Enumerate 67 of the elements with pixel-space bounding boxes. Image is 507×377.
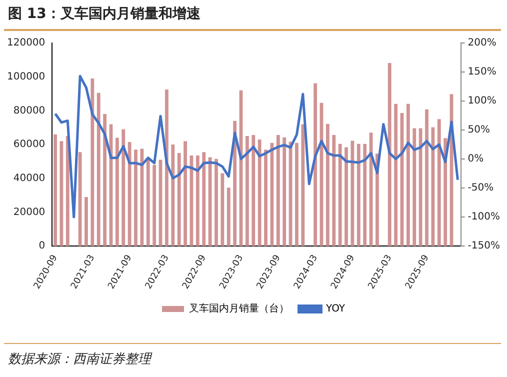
bar	[431, 127, 435, 246]
bar	[356, 144, 360, 246]
bar	[177, 152, 181, 246]
bar	[214, 158, 218, 246]
bar	[388, 62, 392, 246]
bar	[314, 83, 318, 246]
bar	[406, 104, 410, 246]
bar	[220, 173, 224, 246]
chart-title: 图 13：叉车国内月销量和增速	[8, 5, 200, 23]
bar	[54, 134, 57, 246]
bar	[276, 135, 280, 246]
y-tick-label: 60000	[13, 139, 46, 150]
y2-tick-label: 0%	[468, 154, 484, 165]
bar	[282, 137, 286, 246]
bar	[128, 142, 132, 246]
legend-label: YOY	[325, 304, 346, 315]
y-tick-label: 0	[38, 240, 46, 252]
bar	[196, 156, 200, 246]
bar	[394, 104, 398, 246]
bar	[165, 90, 168, 246]
y2-tick-label: 100%	[468, 96, 496, 107]
y2-tick-label: -150%	[468, 240, 500, 252]
bar	[152, 164, 156, 246]
bar	[84, 196, 88, 246]
bar	[301, 124, 305, 246]
y-tick-label: 80000	[13, 105, 46, 116]
bar	[171, 144, 175, 246]
bar	[363, 144, 367, 246]
bar	[326, 124, 330, 246]
bar	[344, 147, 348, 246]
y2-tick-label: -50%	[468, 182, 494, 194]
bar	[252, 135, 256, 246]
bar	[425, 109, 428, 246]
bar	[134, 150, 138, 246]
bar	[264, 150, 268, 246]
bar	[233, 120, 237, 246]
bar	[208, 157, 212, 246]
bar	[202, 152, 206, 246]
legend-label: 叉车国内月销量（台）	[189, 302, 290, 315]
source-note: 数据来源：西南证券整理	[8, 351, 151, 368]
bar	[418, 128, 422, 246]
bar	[444, 138, 448, 246]
bar	[115, 138, 119, 246]
bar	[258, 139, 262, 246]
bar	[90, 78, 94, 246]
y-tick-label: 100000	[6, 71, 46, 82]
bar	[96, 92, 100, 246]
y-tick-label: 20000	[13, 206, 46, 218]
bar	[295, 142, 298, 246]
bar	[103, 114, 107, 246]
y2-tick-label: -100%	[468, 212, 500, 223]
bar	[226, 188, 230, 246]
y-tick-label: 40000	[13, 172, 46, 184]
bar	[332, 135, 336, 246]
bar	[246, 136, 249, 246]
bar	[140, 148, 144, 246]
y-tick-label: 120000	[6, 38, 46, 49]
bar	[146, 158, 150, 246]
bar	[338, 144, 342, 246]
bar	[122, 129, 126, 246]
bar	[184, 141, 187, 246]
y2-tick-label: 50%	[468, 124, 490, 136]
bar	[412, 128, 416, 246]
bar	[66, 136, 70, 246]
bar	[437, 119, 441, 246]
y2-tick-label: 200%	[468, 38, 496, 49]
y2-tick-label: 150%	[468, 66, 496, 78]
